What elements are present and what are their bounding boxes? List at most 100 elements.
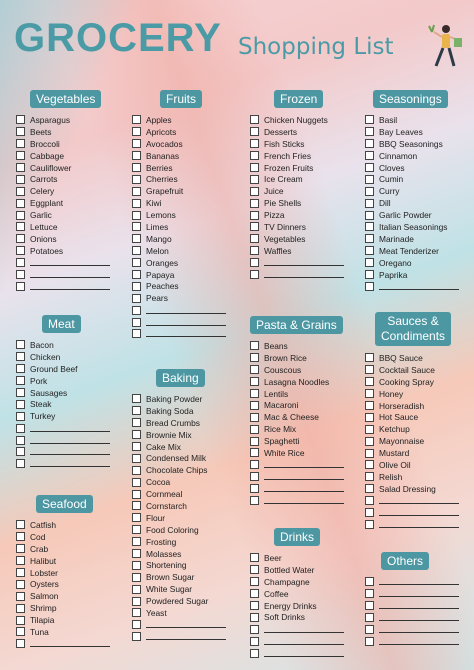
checkbox[interactable] xyxy=(365,613,374,623)
checkbox[interactable] xyxy=(132,186,141,196)
checkbox[interactable] xyxy=(16,234,25,244)
checkbox[interactable] xyxy=(132,501,141,511)
checkbox[interactable] xyxy=(365,353,374,363)
write-in-line[interactable] xyxy=(30,437,110,444)
checkbox[interactable] xyxy=(365,163,374,172)
checkbox[interactable] xyxy=(250,601,259,610)
checkbox[interactable] xyxy=(250,496,259,506)
checkbox[interactable] xyxy=(16,627,25,637)
checkbox[interactable] xyxy=(16,127,25,137)
checkbox[interactable] xyxy=(250,210,259,220)
checkbox[interactable] xyxy=(132,329,141,339)
checkbox[interactable] xyxy=(250,353,259,363)
checkbox[interactable] xyxy=(132,127,141,137)
checkbox[interactable] xyxy=(132,210,141,220)
checkbox[interactable] xyxy=(250,222,259,232)
checkbox[interactable] xyxy=(365,198,374,208)
checkbox[interactable] xyxy=(16,364,25,374)
checkbox[interactable] xyxy=(16,447,25,457)
checkbox[interactable] xyxy=(132,234,141,244)
checkbox[interactable] xyxy=(365,222,374,232)
checkbox[interactable] xyxy=(250,472,259,482)
checkbox[interactable] xyxy=(365,258,374,268)
write-in-line[interactable] xyxy=(264,497,344,505)
write-in-line[interactable] xyxy=(30,460,110,468)
checkbox[interactable] xyxy=(250,127,259,137)
checkbox[interactable] xyxy=(250,636,259,646)
checkbox[interactable] xyxy=(250,553,259,563)
checkbox[interactable] xyxy=(16,115,25,125)
checkbox[interactable] xyxy=(365,281,374,291)
checkbox[interactable] xyxy=(250,436,259,446)
checkbox[interactable] xyxy=(365,589,374,599)
checkbox[interactable] xyxy=(365,436,374,446)
write-in-line[interactable] xyxy=(30,259,110,267)
checkbox[interactable] xyxy=(16,423,25,433)
checkbox[interactable] xyxy=(16,459,25,469)
checkbox[interactable] xyxy=(132,572,141,582)
checkbox[interactable] xyxy=(132,489,141,499)
checkbox[interactable] xyxy=(16,270,25,280)
write-in-line[interactable] xyxy=(264,461,344,469)
checkbox[interactable] xyxy=(250,577,259,587)
checkbox[interactable] xyxy=(365,472,374,482)
checkbox[interactable] xyxy=(365,412,374,422)
checkbox[interactable] xyxy=(132,418,141,428)
write-in-line[interactable] xyxy=(146,633,226,641)
checkbox[interactable] xyxy=(132,442,141,451)
checkbox[interactable] xyxy=(365,186,374,196)
checkbox[interactable] xyxy=(365,115,374,125)
checkbox[interactable] xyxy=(132,453,141,463)
checkbox[interactable] xyxy=(250,648,259,658)
checkbox[interactable] xyxy=(132,305,141,315)
checkbox[interactable] xyxy=(16,222,25,232)
write-in-line[interactable] xyxy=(379,509,459,517)
checkbox[interactable] xyxy=(132,115,141,125)
checkbox[interactable] xyxy=(250,246,259,256)
write-in-line[interactable] xyxy=(146,621,226,629)
checkbox[interactable] xyxy=(16,603,25,613)
checkbox[interactable] xyxy=(250,484,259,494)
checkbox[interactable] xyxy=(132,608,141,618)
checkbox[interactable] xyxy=(132,163,141,172)
checkbox[interactable] xyxy=(365,424,374,434)
write-in-line[interactable] xyxy=(264,473,344,481)
checkbox[interactable] xyxy=(250,412,259,422)
write-in-line[interactable] xyxy=(146,319,226,326)
checkbox[interactable] xyxy=(250,624,259,634)
checkbox[interactable] xyxy=(365,246,374,256)
checkbox[interactable] xyxy=(16,388,25,397)
checkbox[interactable] xyxy=(16,210,25,220)
checkbox[interactable] xyxy=(132,406,141,416)
checkbox[interactable] xyxy=(16,281,25,291)
checkbox[interactable] xyxy=(132,513,141,523)
write-in-line[interactable] xyxy=(379,283,459,290)
checkbox[interactable] xyxy=(365,174,374,184)
checkbox[interactable] xyxy=(250,389,259,398)
write-in-line[interactable] xyxy=(30,640,110,648)
checkbox[interactable] xyxy=(365,401,374,410)
write-in-line[interactable] xyxy=(264,259,344,267)
write-in-line[interactable] xyxy=(264,271,344,279)
checkbox[interactable] xyxy=(16,544,25,554)
write-in-line[interactable] xyxy=(379,521,459,528)
checkbox[interactable] xyxy=(365,496,374,506)
checkbox[interactable] xyxy=(365,508,374,518)
checkbox[interactable] xyxy=(16,174,25,184)
checkbox[interactable] xyxy=(132,151,141,161)
checkbox[interactable] xyxy=(250,400,259,410)
checkbox[interactable] xyxy=(365,389,374,399)
checkbox[interactable] xyxy=(132,293,141,303)
checkbox[interactable] xyxy=(365,448,374,458)
checkbox[interactable] xyxy=(250,163,259,172)
checkbox[interactable] xyxy=(365,519,374,529)
checkbox[interactable] xyxy=(365,270,374,280)
write-in-line[interactable] xyxy=(146,307,226,314)
checkbox[interactable] xyxy=(16,579,25,589)
checkbox[interactable] xyxy=(250,139,259,149)
checkbox[interactable] xyxy=(250,377,259,387)
checkbox[interactable] xyxy=(16,186,25,196)
checkbox[interactable] xyxy=(365,636,374,646)
checkbox[interactable] xyxy=(365,625,374,634)
checkbox[interactable] xyxy=(250,234,259,244)
